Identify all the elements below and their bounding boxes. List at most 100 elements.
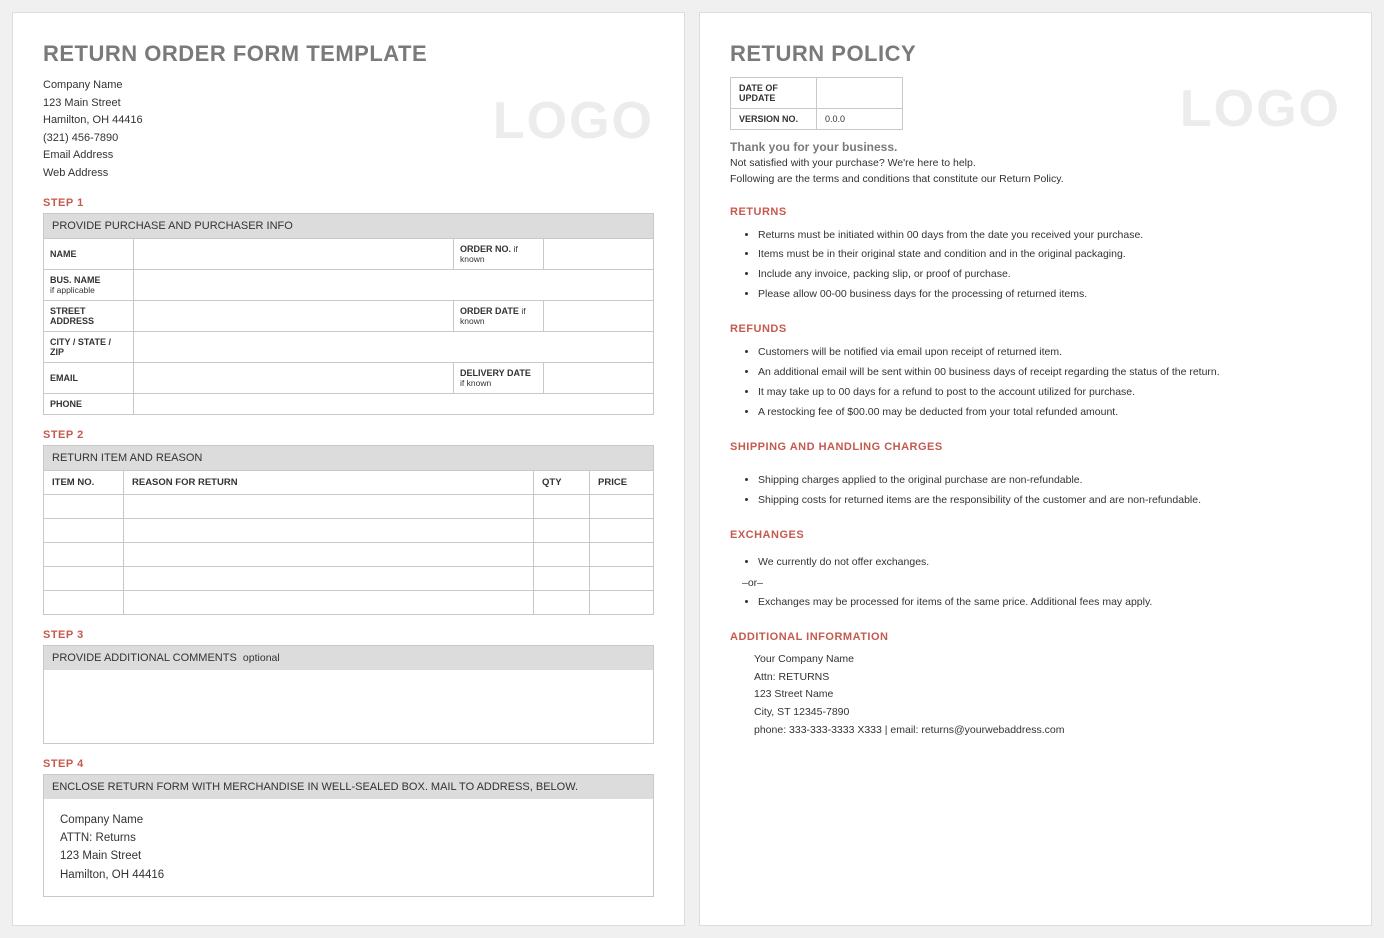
comments-box[interactable] [43,670,654,744]
step1-table: PROVIDE PURCHASE AND PURCHASER INFO NAME… [43,213,654,415]
head-shipping: SHIPPING AND HANDLING CHARGES [730,441,1341,453]
list-item: Items must be in their original state an… [758,245,1341,265]
list-item: Include any invoice, packing slip, or pr… [758,265,1341,285]
list-exchanges2: Exchanges may be processed for items of … [730,593,1341,613]
table-cell[interactable] [534,590,590,614]
step1-label: STEP 1 [43,197,654,209]
table-cell[interactable] [44,494,124,518]
lbl-bus-name: BUS. NAMEif applicable [44,269,134,300]
table-cell[interactable] [124,518,534,542]
col-reason: REASON FOR RETURN [124,470,534,494]
list-item: Shipping charges applied to the original… [758,471,1341,491]
logo-placeholder-right: LOGO [1180,79,1341,139]
input-order-no[interactable] [544,238,654,269]
step3-header: PROVIDE ADDITIONAL COMMENTS optional [43,645,654,670]
lbl-delivery-date: DELIVERY DATE if known [454,362,544,393]
list-returns: Returns must be initiated within 00 days… [730,226,1341,306]
mail-name: Company Name [60,811,637,829]
list-item: Please allow 00-00 business days for the… [758,285,1341,305]
input-email[interactable] [134,362,454,393]
table-cell[interactable] [124,566,534,590]
table-cell[interactable] [44,590,124,614]
policy-intro: Not satisfied with your purchase? We're … [730,156,1341,188]
input-name[interactable] [134,238,454,269]
step2-label: STEP 2 [43,429,654,441]
meta-date-val[interactable] [817,78,903,109]
thank-you: Thank you for your business. [730,140,1341,154]
head-returns: RETURNS [730,206,1341,218]
table-cell[interactable] [534,566,590,590]
step4-label: STEP 4 [43,758,654,770]
list-item: Returns must be initiated within 00 days… [758,226,1341,246]
right-panel: RETURN POLICY LOGO DATE OF UPDATE VERSIO… [699,12,1372,926]
table-cell[interactable] [124,494,534,518]
table-cell[interactable] [534,494,590,518]
company-web: Web Address [43,165,654,183]
col-qty: QTY [534,470,590,494]
exch-item2: Exchanges may be processed for items of … [758,593,1341,613]
input-delivery-date[interactable] [544,362,654,393]
meta-date-lbl: DATE OF UPDATE [731,78,817,109]
col-item: ITEM NO. [44,470,124,494]
head-refunds: REFUNDS [730,323,1341,335]
table-row [44,518,654,542]
list-item: Customers will be notified via email upo… [758,343,1341,363]
input-street[interactable] [134,300,454,331]
table-cell[interactable] [590,590,654,614]
table-cell[interactable] [590,494,654,518]
table-row [44,590,654,614]
table-cell[interactable] [124,542,534,566]
list-item: An additional email will be sent within … [758,363,1341,383]
exch-item1: We currently do not offer exchanges. [758,553,1341,573]
input-order-date[interactable] [544,300,654,331]
table-cell[interactable] [124,590,534,614]
table-row [44,566,654,590]
policy-title: RETURN POLICY [730,41,1341,67]
table-cell[interactable] [44,566,124,590]
list-refunds: Customers will be notified via email upo… [730,343,1341,423]
input-bus-name[interactable] [134,269,654,300]
left-panel: RETURN ORDER FORM TEMPLATE LOGO Company … [12,12,685,926]
table-cell[interactable] [44,518,124,542]
lbl-street: STREET ADDRESS [44,300,134,331]
lbl-email: EMAIL [44,362,134,393]
list-shipping: Shipping charges applied to the original… [730,471,1341,511]
table-cell[interactable] [534,542,590,566]
mail-street: 123 Main Street [60,847,637,865]
exch-or: –or– [730,577,1341,589]
table-cell[interactable] [590,542,654,566]
page-wrap: RETURN ORDER FORM TEMPLATE LOGO Company … [12,12,1372,926]
form-title: RETURN ORDER FORM TEMPLATE [43,41,654,67]
meta-version-val: 0.0.0 [817,109,903,130]
input-phone[interactable] [134,393,654,414]
head-exchanges: EXCHANGES [730,529,1341,541]
step2-table: ITEM NO. REASON FOR RETURN QTY PRICE [43,470,654,615]
table-cell[interactable] [590,566,654,590]
table-cell[interactable] [534,518,590,542]
col-price: PRICE [590,470,654,494]
table-row [44,542,654,566]
table-cell[interactable] [590,518,654,542]
list-item: A restocking fee of $00.00 may be deduct… [758,403,1341,423]
meta-version-lbl: VERSION NO. [731,109,817,130]
lbl-name: NAME [44,238,134,269]
additional-info: Your Company Name Attn: RETURNS 123 Stre… [730,651,1341,740]
lbl-phone: PHONE [44,393,134,414]
meta-table: DATE OF UPDATE VERSION NO. 0.0.0 [730,77,903,130]
list-exchanges: We currently do not offer exchanges. [730,553,1341,573]
step3-label: STEP 3 [43,629,654,641]
logo-placeholder-left: LOGO [493,91,654,151]
lbl-order-no: ORDER NO. if known [454,238,544,269]
step1-header: PROVIDE PURCHASE AND PURCHASER INFO [44,213,654,238]
list-item: It may take up to 00 days for a refund t… [758,383,1341,403]
head-additional: ADDITIONAL INFORMATION [730,631,1341,643]
table-row [44,494,654,518]
table-cell[interactable] [44,542,124,566]
step2-header: RETURN ITEM AND REASON [43,445,654,470]
mail-box: Company Name ATTN: Returns 123 Main Stre… [43,799,654,898]
mail-attn: ATTN: Returns [60,829,637,847]
mail-city: Hamilton, OH 44416 [60,866,637,884]
lbl-order-date: ORDER DATE if known [454,300,544,331]
lbl-csz: CITY / STATE / ZIP [44,331,134,362]
input-csz[interactable] [134,331,654,362]
